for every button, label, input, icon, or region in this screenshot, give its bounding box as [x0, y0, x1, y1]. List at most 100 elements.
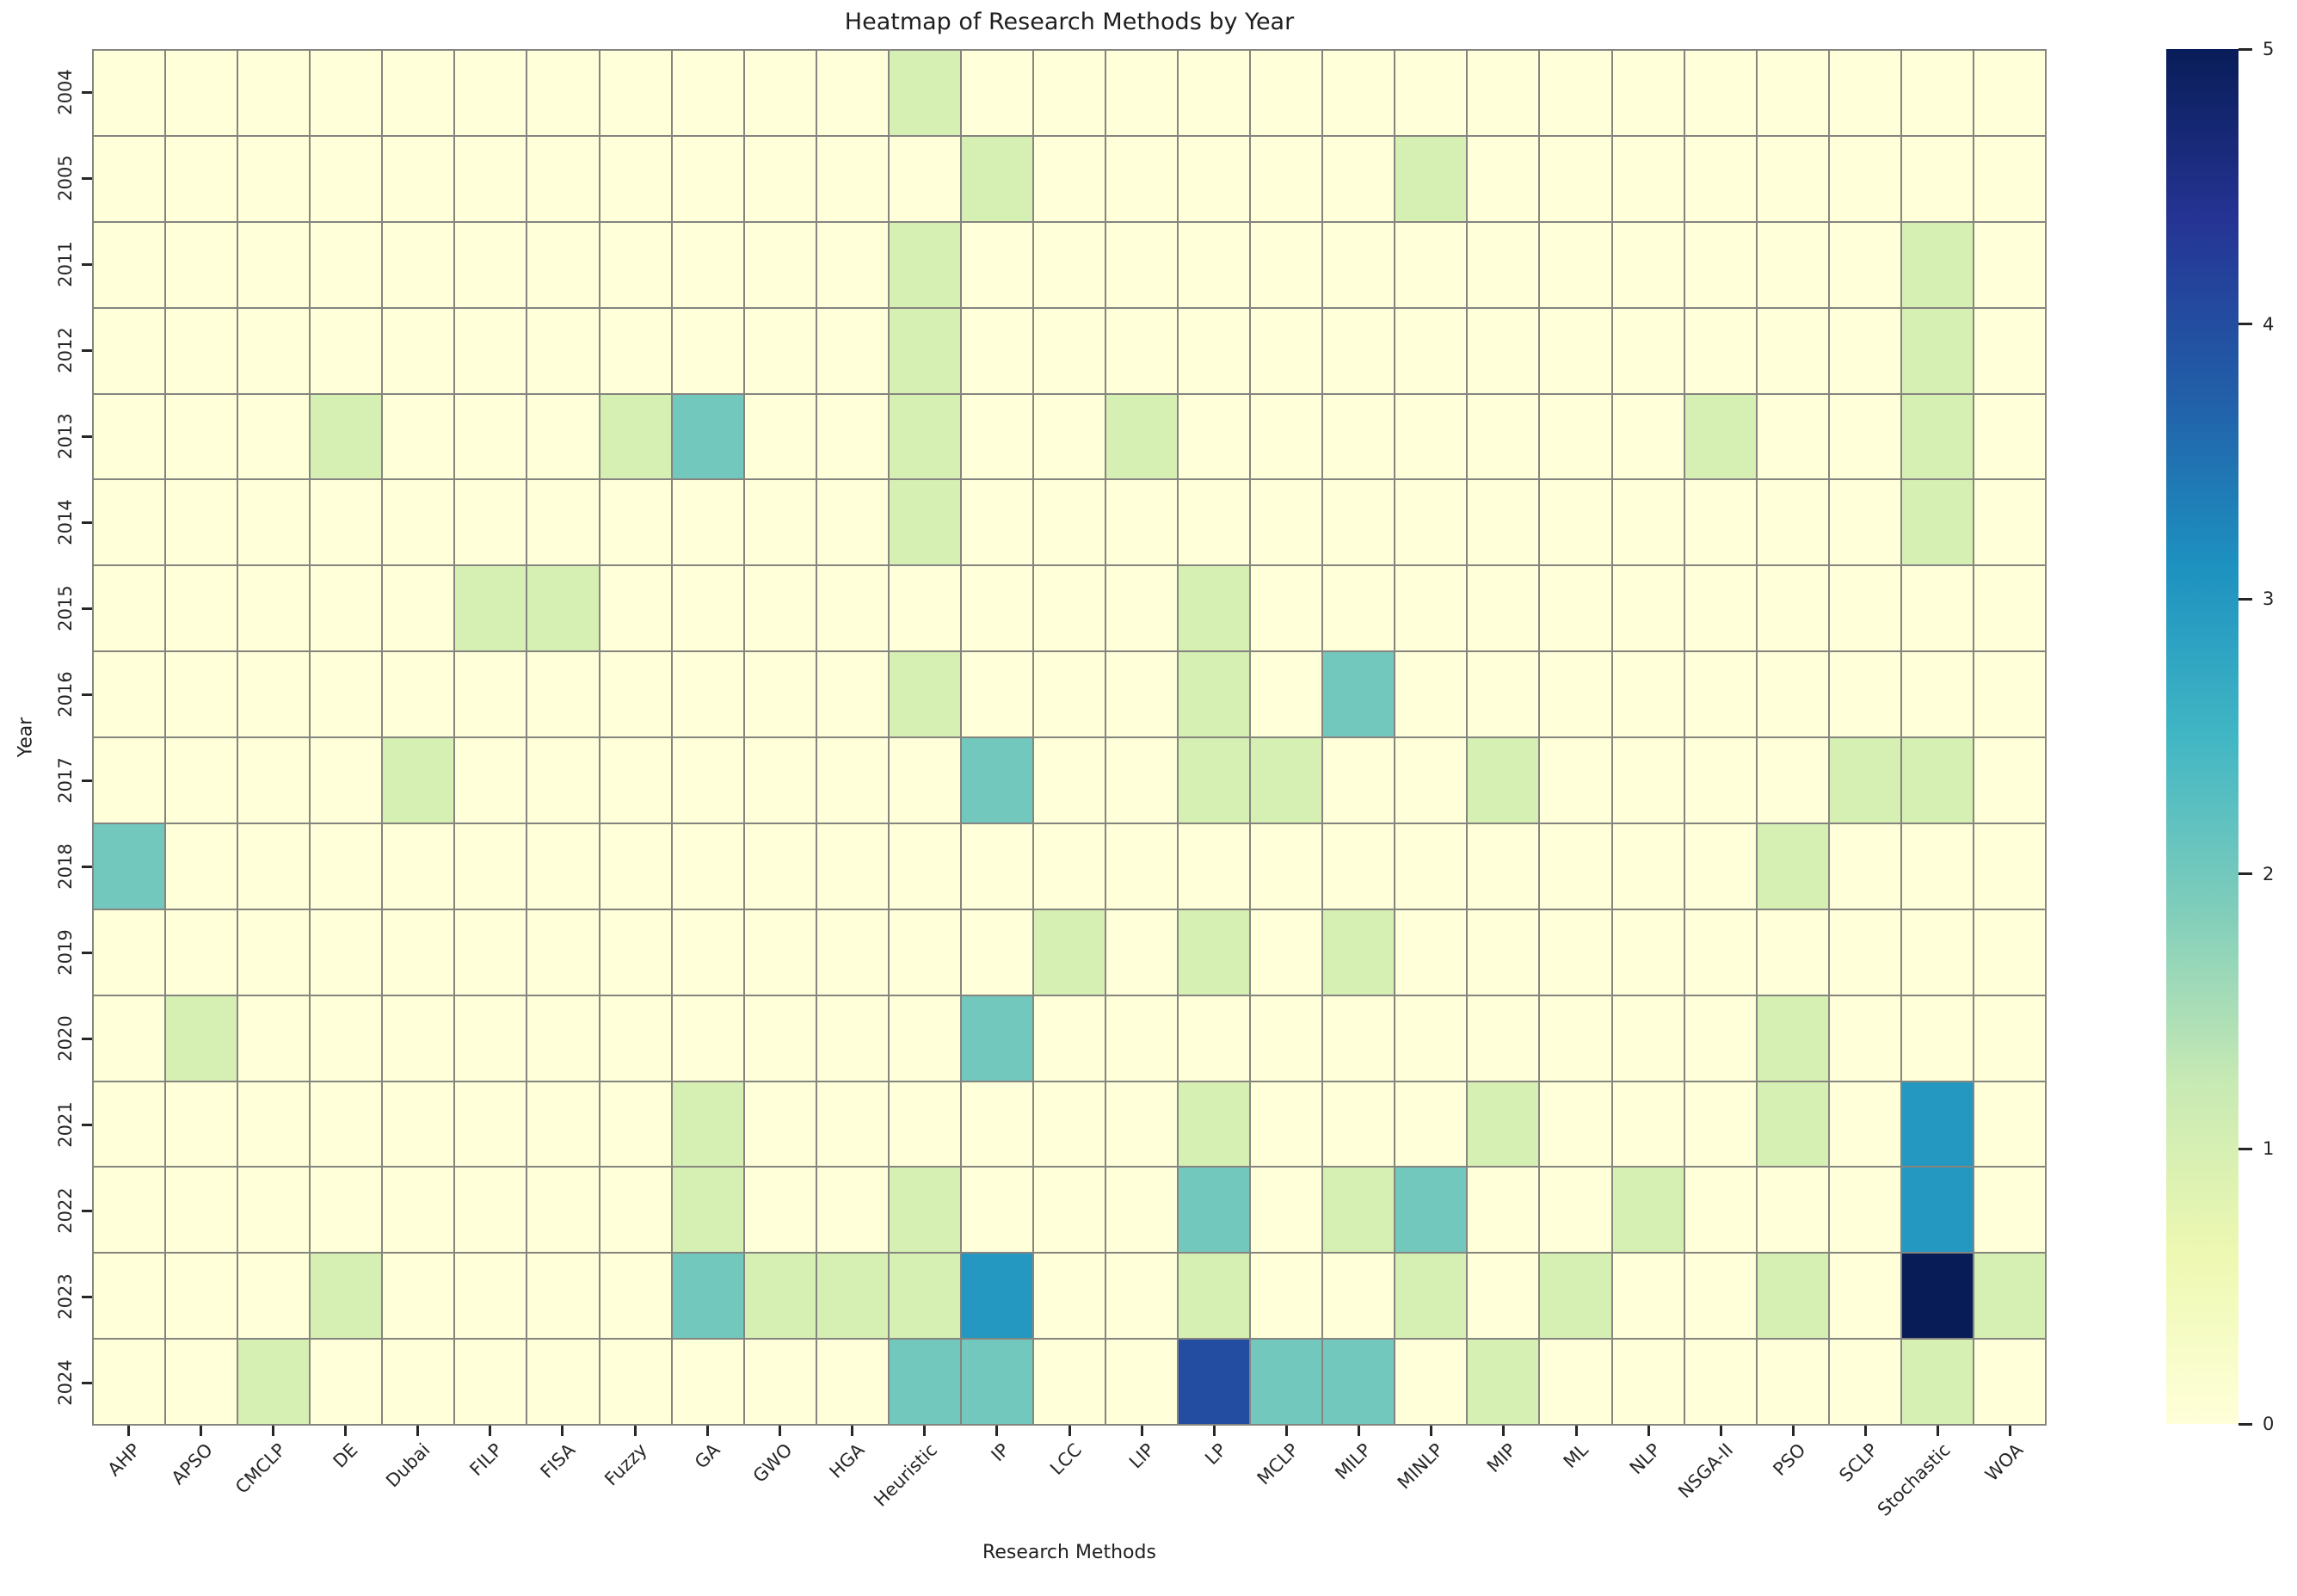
heatmap-cell: [1540, 1081, 1611, 1167]
x-tick-label: GA: [690, 1439, 724, 1473]
heatmap-cell: [672, 1340, 743, 1424]
heatmap-cell: [816, 738, 888, 823]
y-tick-label: 2019: [55, 929, 76, 976]
heatmap-cell: [672, 222, 743, 307]
heatmap-cell: [1901, 1254, 1973, 1339]
colorbar: [2166, 49, 2238, 1424]
x-tick-label: DE: [329, 1439, 362, 1472]
heatmap-cell: [527, 738, 599, 823]
heatmap-cell: [383, 1168, 454, 1253]
x-tick: [126, 1426, 130, 1436]
y-tick-label: 2004: [55, 69, 76, 115]
heatmap-cell: [816, 1081, 888, 1167]
heatmap-cell: [1540, 136, 1611, 221]
heatmap-cell: [1179, 394, 1250, 479]
heatmap-cell: [1323, 136, 1395, 221]
heatmap-cell: [383, 51, 454, 135]
heatmap-cell: [1251, 480, 1322, 565]
x-tick: [1864, 1426, 1868, 1436]
heatmap-cell: [1395, 738, 1467, 823]
heatmap-cell: [816, 222, 888, 307]
y-tick-label: 2014: [55, 499, 76, 545]
heatmap-cell: [1106, 1340, 1178, 1424]
heatmap-cell: [1974, 652, 2045, 736]
x-tick-label: Fuzzy: [600, 1439, 652, 1490]
x-tick-label: GWO: [748, 1439, 797, 1487]
heatmap-cell: [383, 1340, 454, 1424]
heatmap-cell: [166, 394, 237, 479]
heatmap-cell: [311, 308, 382, 393]
heatmap-cell: [744, 823, 816, 909]
heatmap-cell: [744, 566, 816, 651]
heatmap-cell: [961, 480, 1032, 565]
heatmap-cell: [166, 1340, 237, 1424]
heatmap-cell: [527, 394, 599, 479]
y-tick: [82, 1123, 92, 1126]
heatmap-cell: [1974, 995, 2045, 1081]
y-tick: [82, 1037, 92, 1040]
heatmap-cell: [889, 1340, 960, 1424]
heatmap-cell: [1179, 51, 1250, 135]
heatmap-cell: [889, 738, 960, 823]
heatmap-cell: [1684, 909, 1756, 995]
y-tick-label: 2005: [55, 155, 76, 201]
heatmap-cell: [238, 995, 310, 1081]
heatmap-cell: [1974, 308, 2045, 393]
heatmap-cell: [672, 995, 743, 1081]
heatmap-cell: [166, 823, 237, 909]
heatmap-cell: [1468, 222, 1539, 307]
heatmap-cell: [238, 652, 310, 736]
heatmap-cell: [1540, 995, 1611, 1081]
heatmap-cell: [1612, 995, 1684, 1081]
heatmap-cell: [1612, 222, 1684, 307]
heatmap-cell: [1468, 480, 1539, 565]
heatmap-cell: [600, 1340, 671, 1424]
heatmap-cell: [1974, 566, 2045, 651]
heatmap-cell: [961, 738, 1032, 823]
heatmap-cell: [1901, 308, 1973, 393]
heatmap-cell: [1468, 136, 1539, 221]
heatmap-cell: [1468, 995, 1539, 1081]
heatmap-cell: [383, 480, 454, 565]
heatmap-cell: [311, 1168, 382, 1253]
heatmap-cell: [600, 51, 671, 135]
heatmap-cell: [1179, 823, 1250, 909]
heatmap-cell: [1033, 1168, 1105, 1253]
heatmap-cell: [311, 1081, 382, 1167]
y-tick-label: 2022: [55, 1187, 76, 1234]
heatmap-cell: [383, 566, 454, 651]
heatmap-cell: [1106, 222, 1178, 307]
heatmap-cell: [383, 738, 454, 823]
x-tick-label: LIP: [1124, 1439, 1159, 1473]
colorbar-tick-label: 5: [2263, 39, 2275, 59]
heatmap-cell: [1612, 394, 1684, 479]
x-tick-label: HGA: [825, 1439, 869, 1482]
heatmap-cell: [311, 652, 382, 736]
heatmap-cell: [1179, 136, 1250, 221]
heatmap-cell: [1251, 51, 1322, 135]
heatmap-cell: [455, 480, 527, 565]
heatmap-cell: [1757, 652, 1828, 736]
heatmap-cell: [1757, 1168, 1828, 1253]
heatmap-cell: [1684, 51, 1756, 135]
heatmap-cell: [238, 51, 310, 135]
heatmap-cell: [889, 909, 960, 995]
heatmap-cell: [1179, 909, 1250, 995]
heatmap-cell: [311, 394, 382, 479]
heatmap-cell: [1033, 136, 1105, 221]
heatmap-cell: [1757, 1340, 1828, 1424]
x-tick: [1502, 1426, 1506, 1436]
y-tick-label: 2023: [55, 1273, 76, 1320]
heatmap-cell: [672, 394, 743, 479]
heatmap-cell: [1179, 995, 1250, 1081]
heatmap-cell: [1251, 1340, 1322, 1424]
heatmap-cell: [816, 394, 888, 479]
x-tick: [489, 1426, 492, 1436]
heatmap-cell: [816, 995, 888, 1081]
colorbar-tick-label: 1: [2263, 1138, 2275, 1160]
heatmap-cell: [238, 823, 310, 909]
heatmap-cell: [600, 738, 671, 823]
heatmap-cell: [94, 823, 165, 909]
heatmap-cell: [1323, 995, 1395, 1081]
